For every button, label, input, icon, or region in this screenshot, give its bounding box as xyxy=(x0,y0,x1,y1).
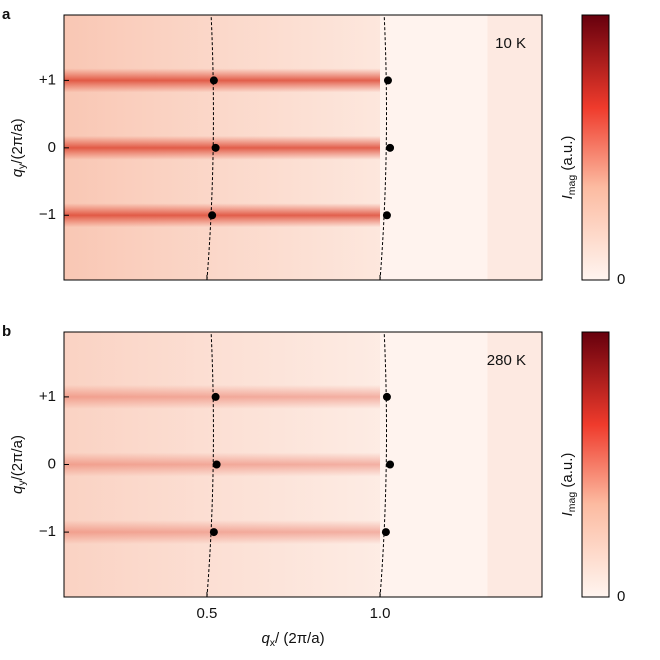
map-background xyxy=(487,15,542,280)
label-sub: y xyxy=(16,163,28,169)
label-symbol: q xyxy=(9,485,26,494)
panel-label: a xyxy=(2,6,11,23)
label-rest: / (2π/a) xyxy=(275,630,325,647)
annotation: 10 K xyxy=(495,35,526,52)
peak-marker xyxy=(383,76,392,85)
axis-label: qy/(2π/a) xyxy=(9,118,28,177)
intensity-band xyxy=(64,135,381,160)
label-sub: mag xyxy=(566,492,578,513)
intensity-band xyxy=(64,452,381,477)
map-background xyxy=(380,332,488,597)
peak-marker xyxy=(382,211,391,220)
axis-label: Imag (a.u.) xyxy=(559,453,578,517)
panel-label: b xyxy=(2,323,11,340)
colorbar-tick-label: 0 xyxy=(617,271,625,288)
y-tick-label: +1 xyxy=(39,388,56,405)
y-tick-label: −1 xyxy=(39,206,56,223)
panel: +1 0 −1 a 10 K qy/(2π/a) 0 Imag (a.u.) xyxy=(2,6,625,288)
label-sub: y xyxy=(16,480,28,486)
peak-marker xyxy=(211,392,220,401)
y-tick-label: −1 xyxy=(39,523,56,540)
map-background xyxy=(380,15,488,280)
y-tick-label: +1 xyxy=(39,71,56,88)
peak-marker xyxy=(386,460,395,469)
x-tick-label: 1.0 xyxy=(370,605,391,622)
label-rest: (a.u.) xyxy=(559,453,576,492)
x-tick-label: 0.5 xyxy=(197,605,218,622)
label-symbol: q xyxy=(9,168,26,177)
colorbar xyxy=(581,14,610,281)
intensity-band xyxy=(64,384,381,409)
peak-marker xyxy=(382,392,391,401)
peak-marker xyxy=(212,460,221,469)
y-tick-label: 0 xyxy=(48,139,56,156)
peak-marker xyxy=(211,143,220,152)
colorbar xyxy=(581,331,610,598)
axis-label: qx/ (2π/a) xyxy=(261,630,324,649)
label-rest: /(2π/a) xyxy=(9,118,26,163)
map-background xyxy=(487,332,542,597)
label-rest: (a.u.) xyxy=(559,136,576,175)
peak-marker xyxy=(209,76,218,85)
peak-marker xyxy=(208,211,217,220)
peak-marker xyxy=(381,528,390,537)
axis-label: qy/(2π/a) xyxy=(9,435,28,494)
intensity-band xyxy=(64,203,381,228)
colorbar-tick-label: 0 xyxy=(617,588,625,605)
label-sub: mag xyxy=(566,175,578,196)
label-symbol: I xyxy=(559,512,576,516)
annotation: 280 K xyxy=(487,352,526,369)
label-symbol: q xyxy=(261,630,270,647)
peak-marker xyxy=(209,528,218,537)
label-sub: x xyxy=(270,637,276,649)
axis-label: Imag (a.u.) xyxy=(559,136,578,200)
intensity-band xyxy=(64,68,381,93)
y-tick-label: 0 xyxy=(48,455,56,472)
peak-marker xyxy=(386,143,395,152)
label-rest: /(2π/a) xyxy=(9,435,26,480)
label-symbol: I xyxy=(559,195,576,199)
intensity-band xyxy=(64,520,381,545)
